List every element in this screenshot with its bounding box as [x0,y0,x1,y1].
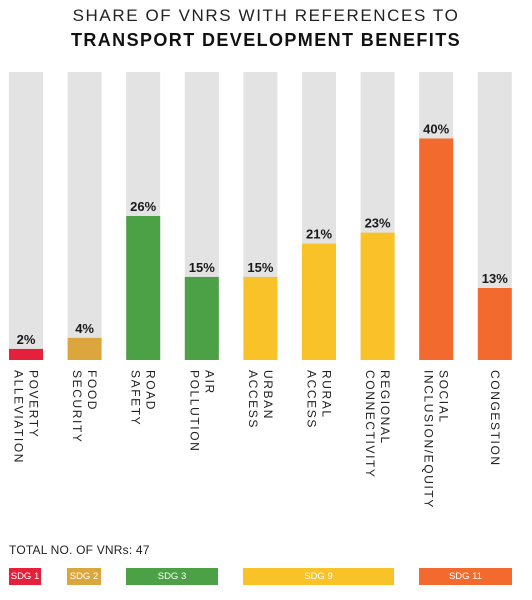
category-label-line: SECURITY [70,370,84,443]
bar-social-inclusion-equity [419,138,454,360]
category-label-line: INCLUSION/EQUITY [422,370,436,509]
category-label-line: AIR [202,370,216,395]
category-label-line: ROAD [144,370,158,411]
value-label-air-pollution: 15% [189,260,215,275]
value-label-social-inclusion-equity: 40% [423,121,449,136]
bar-track-poverty-alleviation [9,72,43,360]
category-label-line: ACCESS [305,370,319,429]
bar-congestion [477,288,512,360]
bar-food-security [67,337,102,360]
category-label-line: ACCESS [246,370,260,429]
bar-rural-access [302,243,336,360]
category-label-line: FOOD [85,370,99,411]
value-label-food-security: 4% [75,321,94,336]
chart-title-line1: SHARE OF VNRS WITH REFERENCES TO [72,6,460,25]
category-label-line: REGIONAL [378,370,392,445]
value-label-regional-connectivity: 23% [365,216,391,231]
legend-sdg2: SDG 2 [67,568,101,585]
legend-sdg11: SDG 11 [419,568,512,585]
category-label-line: ALLEVIATION [12,370,26,464]
legend-sdg3: SDG 3 [126,568,218,585]
value-label-poverty-alleviation: 2% [17,332,36,347]
value-label-congestion: 13% [482,271,508,286]
category-label-line: SOCIAL [437,370,451,424]
category-label-line: RURAL [320,370,334,419]
value-label-road-safety: 26% [130,199,156,214]
total-vnrs-label: TOTAL NO. OF VNRs: 47 [9,543,150,557]
category-label-congestion: CONGESTION [488,370,502,467]
category-label-line: CONNECTIVITY [363,370,377,479]
value-label-urban-access: 15% [247,260,273,275]
category-label-line: CONGESTION [488,370,502,467]
bar-track-food-security [67,72,102,360]
category-label-line: POLLUTION [187,370,201,452]
value-label-rural-access: 21% [306,227,332,242]
bar-road-safety [126,216,161,360]
legend-sdg1: SDG 1 [9,568,41,585]
category-label-line: URBAN [261,370,275,420]
bar-urban-access [243,276,278,360]
chart-title-line2: TRANSPORT DEVELOPMENT BENEFITS [70,30,462,50]
legend-sdg9: SDG 9 [243,568,394,585]
category-label-line: SAFETY [129,370,143,426]
bar-poverty-alleviation [9,348,43,360]
category-label-line: POVERTY [27,370,41,438]
bar-regional-connectivity [360,232,395,360]
bar-air-pollution [184,276,219,360]
